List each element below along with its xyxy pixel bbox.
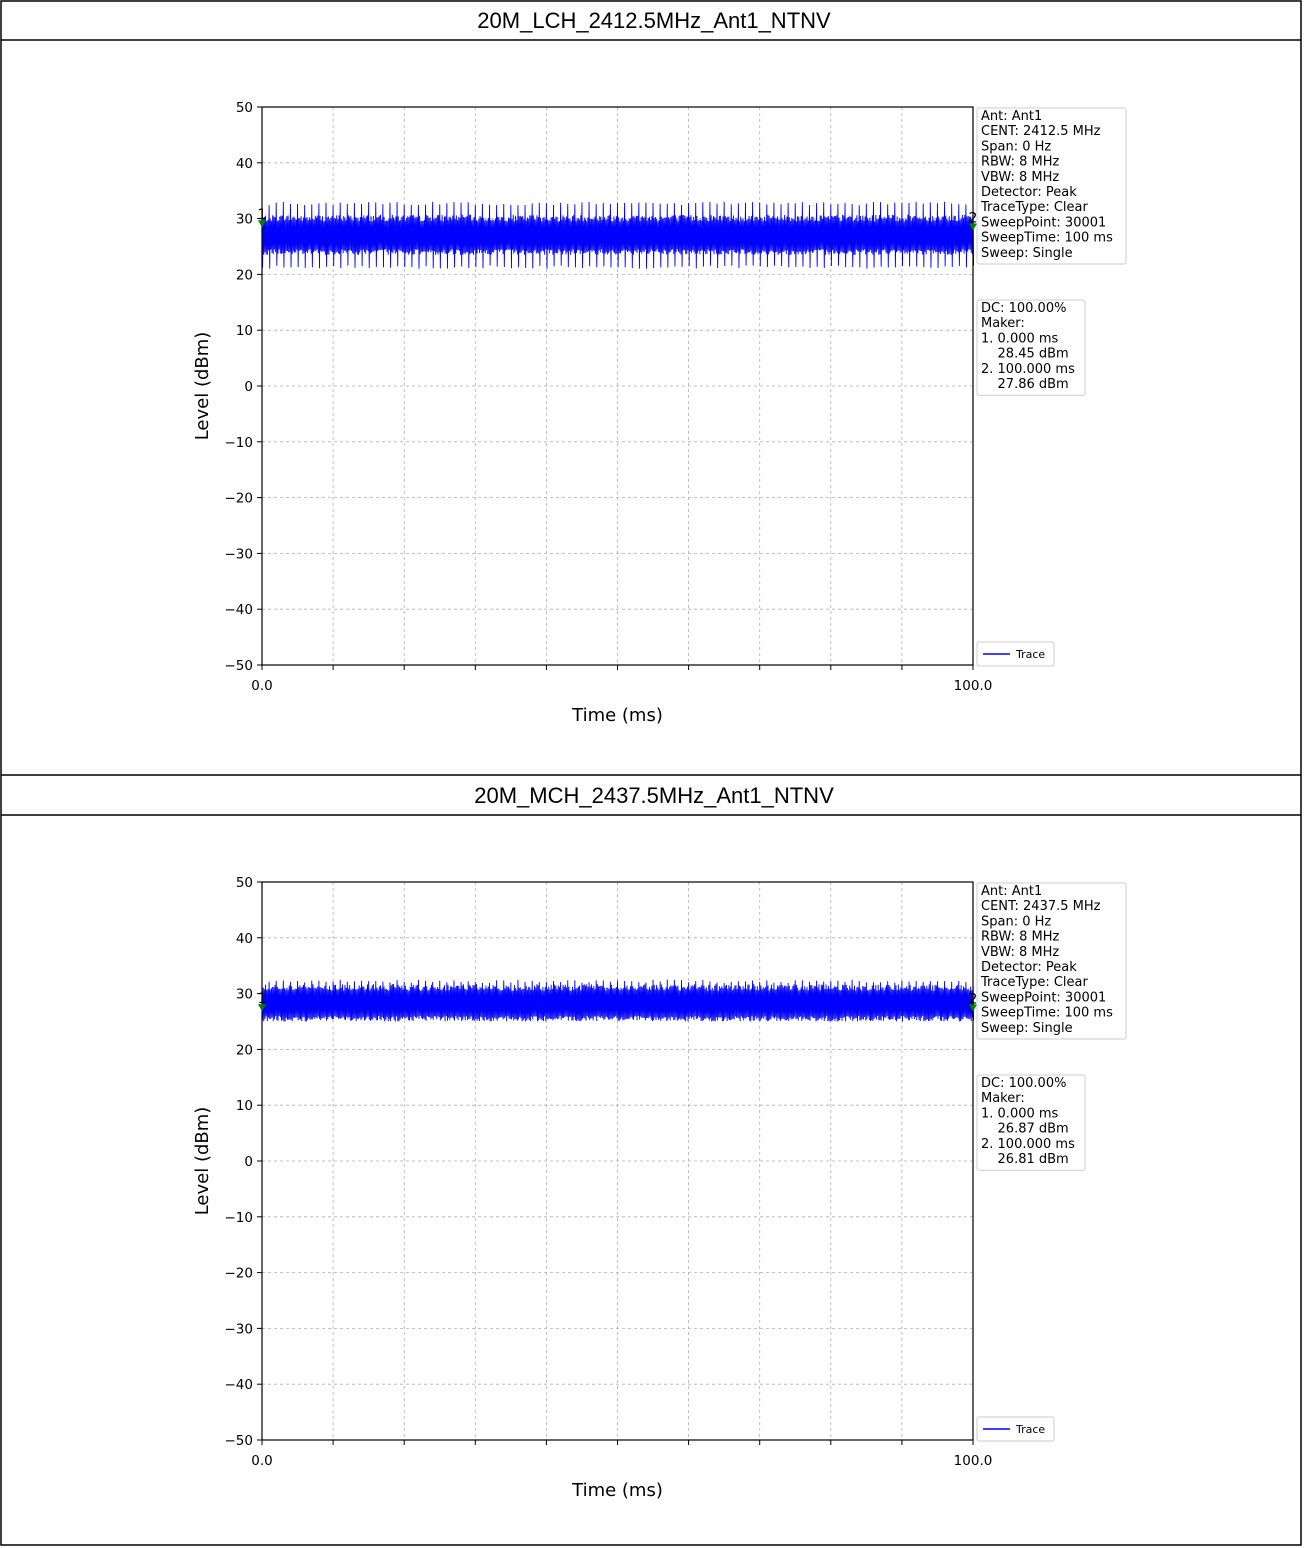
info-line: RBW: 8 MHz (981, 155, 1059, 170)
marker-label-1: 1 (258, 207, 267, 223)
trace-line (261, 201, 975, 269)
marker-1 (258, 220, 266, 228)
info-line: TraceType: Clear (980, 200, 1089, 215)
info-line: SweepTime: 100 ms (981, 231, 1113, 246)
panel-title-2: 20M_MCH_2437.5MHz_Ant1_NTNV (474, 783, 834, 808)
plot-area (261, 881, 974, 1441)
info-box (976, 107, 1127, 265)
trace-line (261, 979, 975, 1022)
y-tick-label: 40 (236, 931, 253, 947)
info-line: CENT: 2412.5 MHz (981, 124, 1101, 139)
y-tick-label: −40 (225, 602, 254, 618)
x-axis-label: Time (ms) (571, 705, 663, 726)
info-line: Sweep: Single (981, 1021, 1073, 1036)
grid (262, 107, 973, 665)
y-tick-label: 10 (236, 1098, 253, 1114)
marker-box (976, 299, 1086, 396)
marker-line: Maker: (981, 316, 1025, 331)
marker-label-2: 2 (969, 991, 978, 1007)
marker-line: 2. 100.000 ms (981, 1137, 1075, 1152)
info-line: Sweep: Single (981, 246, 1073, 261)
info-line: VBW: 8 MHz (981, 170, 1059, 185)
y-axis-label: Level (dBm) (192, 332, 213, 441)
info-line: SweepTime: 100 ms (981, 1006, 1113, 1021)
info-line: Ant: Ant1 (981, 109, 1042, 124)
info-line: Span: 0 Hz (981, 139, 1051, 154)
info-line: RBW: 8 MHz (981, 930, 1059, 945)
x-axis-label: Time (ms) (571, 1480, 663, 1501)
plot-area (261, 106, 974, 666)
marker-label-1: 1 (258, 991, 267, 1007)
info-line: SweepPoint: 30001 (981, 990, 1106, 1005)
marker-line: 26.81 dBm (981, 1152, 1069, 1167)
info-line: Ant: Ant1 (981, 884, 1042, 899)
y-tick-label: 0 (244, 379, 253, 395)
grid (262, 882, 973, 1440)
info-line: CENT: 2437.5 MHz (981, 899, 1101, 914)
info-line: TraceType: Clear (980, 975, 1089, 990)
y-axis-label: Level (dBm) (192, 1107, 213, 1216)
y-tick-label: −50 (225, 658, 254, 674)
marker-2 (969, 1004, 977, 1012)
marker-line: 1. 0.000 ms (981, 331, 1059, 346)
marker-line: DC: 100.00% (981, 301, 1066, 316)
y-tick-label: 20 (236, 267, 253, 283)
legend-box (976, 1416, 1055, 1442)
y-tick-label: −40 (225, 1377, 254, 1393)
panel-title-1: 20M_LCH_2412.5MHz_Ant1_NTNV (477, 8, 831, 33)
x-tick-label: 100.0 (954, 678, 993, 694)
marker-line: Maker: (981, 1091, 1025, 1106)
info-line: Detector: Peak (981, 960, 1077, 975)
marker-1 (258, 1004, 266, 1012)
marker-line: 1. 0.000 ms (981, 1106, 1059, 1121)
y-tick-label: −30 (225, 546, 254, 562)
y-tick-label: 50 (236, 100, 253, 116)
chart-mch: 50 40 30 20 10 0 −10 −20 −30 −40 −50 0.0 100.0 Time (… (192, 875, 1127, 1501)
y-tick-label: −50 (225, 1433, 254, 1449)
y-tick-label: 20 (236, 1042, 253, 1058)
legend-box (976, 641, 1055, 667)
y-tick-label: 30 (236, 212, 253, 228)
marker-2 (969, 223, 977, 231)
y-tick-label: 40 (236, 156, 253, 172)
x-tick-label: 0.0 (251, 1453, 272, 1469)
info-line: VBW: 8 MHz (981, 945, 1059, 960)
y-tick-label: −20 (225, 1266, 254, 1282)
info-line: Span: 0 Hz (981, 914, 1051, 929)
y-tick-label: 0 (244, 1154, 253, 1170)
info-line: Detector: Peak (981, 185, 1077, 200)
y-tick-label: 30 (236, 987, 253, 1003)
y-tick-label: −10 (225, 435, 254, 451)
y-tick-label: 50 (236, 875, 253, 891)
marker-label-2: 2 (969, 211, 978, 227)
chart-lch: 50 40 30 20 10 0 −10 −20 −30 −40 −50 0.0 100.0 Time (… (192, 100, 1127, 726)
marker-line: 27.86 dBm (981, 377, 1069, 392)
marker-line: DC: 100.00% (981, 1076, 1066, 1091)
legend-label: Trace (1015, 648, 1045, 661)
y-tick-label: −10 (225, 1210, 254, 1226)
marker-line: 28.45 dBm (981, 347, 1069, 362)
marker-line: 26.87 dBm (981, 1122, 1069, 1137)
legend-label: Trace (1015, 1423, 1045, 1436)
y-tick-label: −30 (225, 1321, 254, 1337)
info-line: SweepPoint: 30001 (981, 215, 1106, 230)
x-tick-label: 100.0 (954, 1453, 993, 1469)
y-tick-label: 10 (236, 323, 253, 339)
y-tick-label: −20 (225, 491, 254, 507)
marker-line: 2. 100.000 ms (981, 362, 1075, 377)
marker-box (976, 1074, 1086, 1171)
x-tick-label: 0.0 (251, 678, 272, 694)
info-box (976, 882, 1127, 1040)
